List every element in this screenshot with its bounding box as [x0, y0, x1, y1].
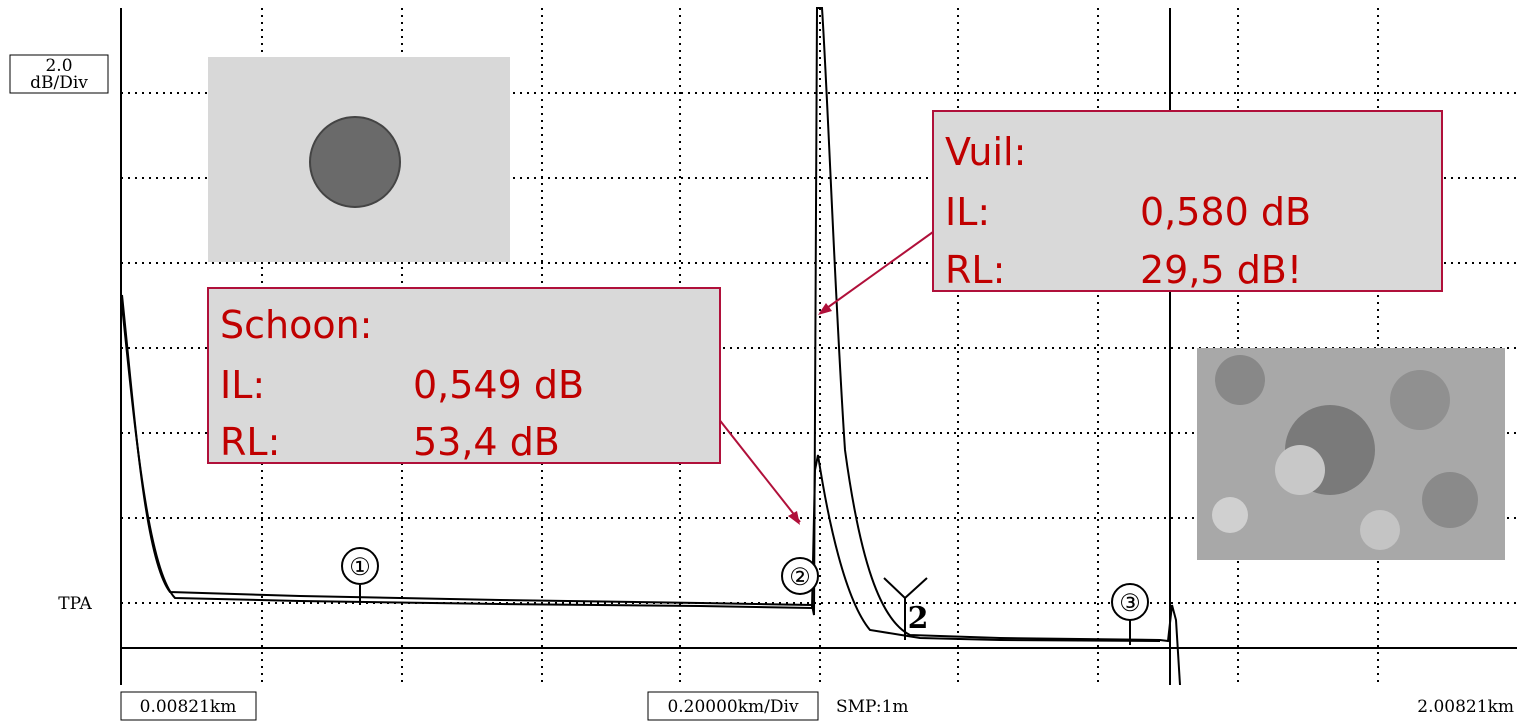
- callout-clean: Schoon: IL: 0,549 dB RL: 53,4 dB: [208, 288, 720, 464]
- marker-label: ①: [349, 553, 371, 581]
- callout-value: 29,5 dB!: [1140, 248, 1302, 292]
- marker-label: ②: [789, 563, 811, 591]
- otdr-screen: ① ② ③ 2 2.0 dB/Div TPA 0.00821km 0.20000…: [0, 0, 1517, 721]
- arrow-head: [788, 511, 800, 525]
- callout-dirty: Vuil: IL: 0,580 dB RL: 29,5 dB!: [933, 111, 1442, 292]
- callout-key: RL:: [220, 420, 280, 464]
- clean-connector-image: [208, 57, 510, 262]
- callout-key: IL:: [220, 363, 265, 407]
- callout-key: RL:: [945, 248, 1005, 292]
- reference-label: TPA: [58, 594, 92, 614]
- callout-value: 0,549 dB: [413, 363, 584, 407]
- callout-value: 0,580 dB: [1140, 190, 1311, 234]
- marker-label: 2: [908, 601, 929, 636]
- callout-arrow: [820, 232, 933, 313]
- sampling-label: SMP:1m: [836, 697, 909, 717]
- dirty-connector-image: [1197, 348, 1505, 560]
- callout-title: Schoon:: [220, 303, 372, 347]
- start-label: 0.00821km: [140, 697, 237, 717]
- callout-title: Vuil:: [945, 130, 1026, 174]
- callout-value: 53,4 dB: [413, 420, 560, 464]
- markers: ① ② ③ 2: [342, 548, 1148, 636]
- marker-label: ③: [1119, 589, 1141, 617]
- division-label: 0.20000km/Div: [667, 697, 799, 717]
- end-label: 2.00821km: [1417, 697, 1514, 717]
- callout-key: IL:: [945, 190, 990, 234]
- scale-unit: dB/Div: [30, 73, 88, 93]
